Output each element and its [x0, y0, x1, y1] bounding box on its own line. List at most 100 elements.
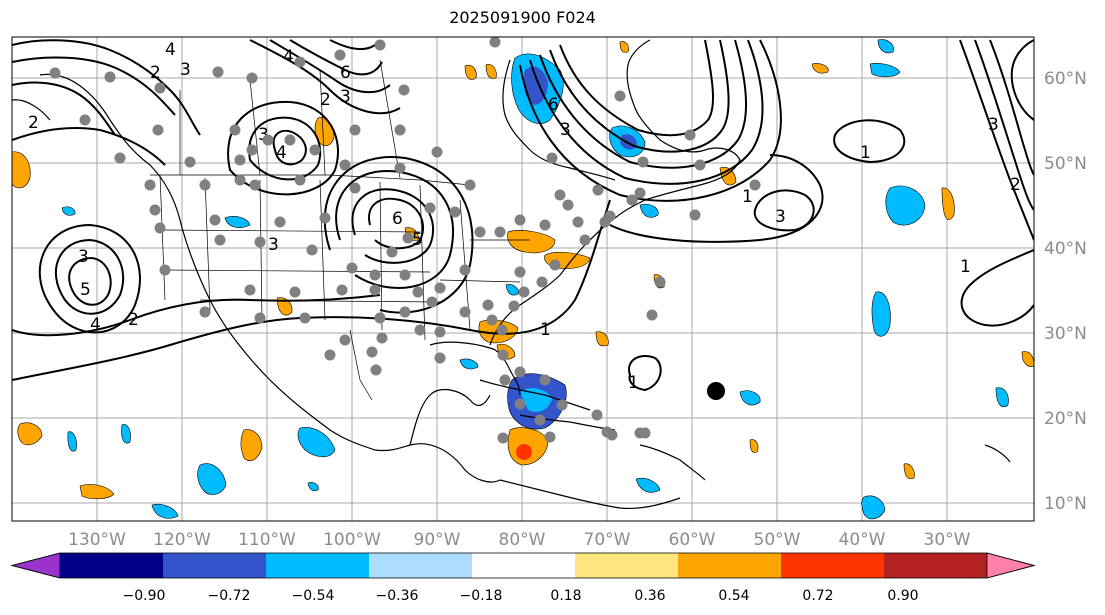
colorbar-tick-label: −0.72: [208, 588, 251, 604]
station-dot: [426, 296, 438, 308]
station-dot: [262, 134, 274, 146]
station-dot: [459, 264, 471, 276]
contour-label: 4: [276, 143, 287, 163]
station-dot: [394, 162, 406, 174]
station-dot: [424, 202, 436, 214]
station-dot: [497, 349, 509, 361]
contour-label: 3: [78, 247, 89, 267]
contour-label: 3: [258, 125, 269, 145]
colorbar-tick-label: −0.90: [123, 588, 166, 604]
colorbar-extend-low: [10, 552, 61, 579]
station-dot: [579, 234, 591, 246]
station-dot: [412, 286, 424, 298]
station-dot: [482, 299, 494, 311]
storm-marker: [707, 382, 725, 400]
station-dot: [346, 262, 358, 274]
station-dot: [254, 236, 266, 248]
lon-label: 70°W: [584, 530, 631, 550]
lon-label: 50°W: [754, 530, 801, 550]
station-dot: [539, 374, 551, 386]
station-dot: [496, 324, 508, 336]
lon-label: 110°W: [238, 530, 296, 550]
station-dot: [394, 124, 406, 136]
station-dots: [49, 37, 761, 444]
colorbar-tick-label: −0.54: [292, 588, 335, 604]
station-dot: [376, 332, 388, 344]
station-dot: [399, 269, 411, 281]
station-dot: [334, 49, 346, 61]
station-dot: [486, 314, 498, 326]
station-dot: [294, 174, 306, 186]
contour-label: 6: [392, 209, 403, 229]
lon-label: 130°W: [68, 530, 126, 550]
station-dot: [549, 259, 561, 271]
lat-label: 50°N: [1044, 154, 1087, 174]
station-dot: [374, 39, 386, 51]
colorbar-segment: [884, 553, 988, 578]
station-dot: [319, 212, 331, 224]
contour-label: 2: [150, 63, 161, 83]
contour-label: 3: [340, 87, 351, 107]
map-title: 2025091900 F024: [449, 8, 596, 27]
colorbar-segment: [266, 553, 370, 578]
station-dot: [499, 374, 511, 386]
lon-label: 100°W: [323, 530, 381, 550]
lon-label: 30°W: [924, 530, 971, 550]
station-dot: [554, 189, 566, 201]
station-dot: [434, 282, 446, 294]
station-dot: [336, 284, 348, 296]
contour-label: 3: [775, 207, 786, 227]
station-dot: [684, 129, 696, 141]
station-dot: [634, 187, 646, 199]
station-dot: [591, 409, 603, 421]
map-border: [11, 36, 1035, 522]
station-dot: [369, 284, 381, 296]
contour-lines: [12, 39, 1034, 392]
station-dot: [366, 346, 378, 358]
station-dot: [514, 398, 526, 410]
station-dot: [309, 144, 321, 156]
station-dot: [374, 312, 386, 324]
station-dot: [274, 216, 286, 228]
station-dot: [459, 306, 471, 318]
station-dot: [497, 432, 509, 444]
contour-label: 1: [742, 187, 753, 207]
station-dot: [514, 366, 526, 378]
contour-label: 3: [988, 115, 999, 135]
anomaly-fill: [12, 39, 1034, 520]
station-dot: [654, 276, 666, 288]
station-dot: [449, 206, 461, 218]
lat-label: 20°N: [1044, 409, 1087, 429]
station-dot: [370, 364, 382, 376]
colorbar-segment: [472, 553, 576, 578]
colorbar-segment: [163, 553, 267, 578]
station-dot: [544, 431, 556, 443]
contour-label: 1: [628, 373, 639, 393]
contour-label: 3: [560, 120, 571, 140]
station-dot: [536, 276, 548, 288]
colorbar-segment: [678, 553, 782, 578]
station-dot: [306, 244, 318, 256]
contour-label: 2: [28, 113, 39, 133]
contour-label: 5: [80, 280, 91, 300]
station-dot: [184, 156, 196, 168]
colorbar-segment: [369, 553, 473, 578]
contour-label: 1: [860, 143, 871, 163]
station-dot: [284, 134, 296, 146]
lat-label: 10°N: [1044, 494, 1087, 514]
station-dot: [254, 312, 266, 324]
station-dot: [289, 286, 301, 298]
station-dot: [637, 156, 649, 168]
station-dot: [212, 66, 224, 78]
colorbar-tick-label: 0.90: [887, 588, 918, 604]
station-dot: [244, 284, 256, 296]
station-dot: [386, 246, 398, 258]
station-dot: [199, 306, 211, 318]
colorbar-tick-labels: −0.90 −0.72 −0.54 −0.36 −0.18 0.18 0.36 …: [123, 588, 919, 604]
station-dot: [414, 324, 426, 336]
station-dot: [556, 399, 568, 411]
station-dot: [246, 72, 258, 84]
latitude-labels: 60°N 50°N 40°N 30°N 20°N 10°N: [1044, 69, 1087, 514]
lon-label: 80°W: [499, 530, 546, 550]
